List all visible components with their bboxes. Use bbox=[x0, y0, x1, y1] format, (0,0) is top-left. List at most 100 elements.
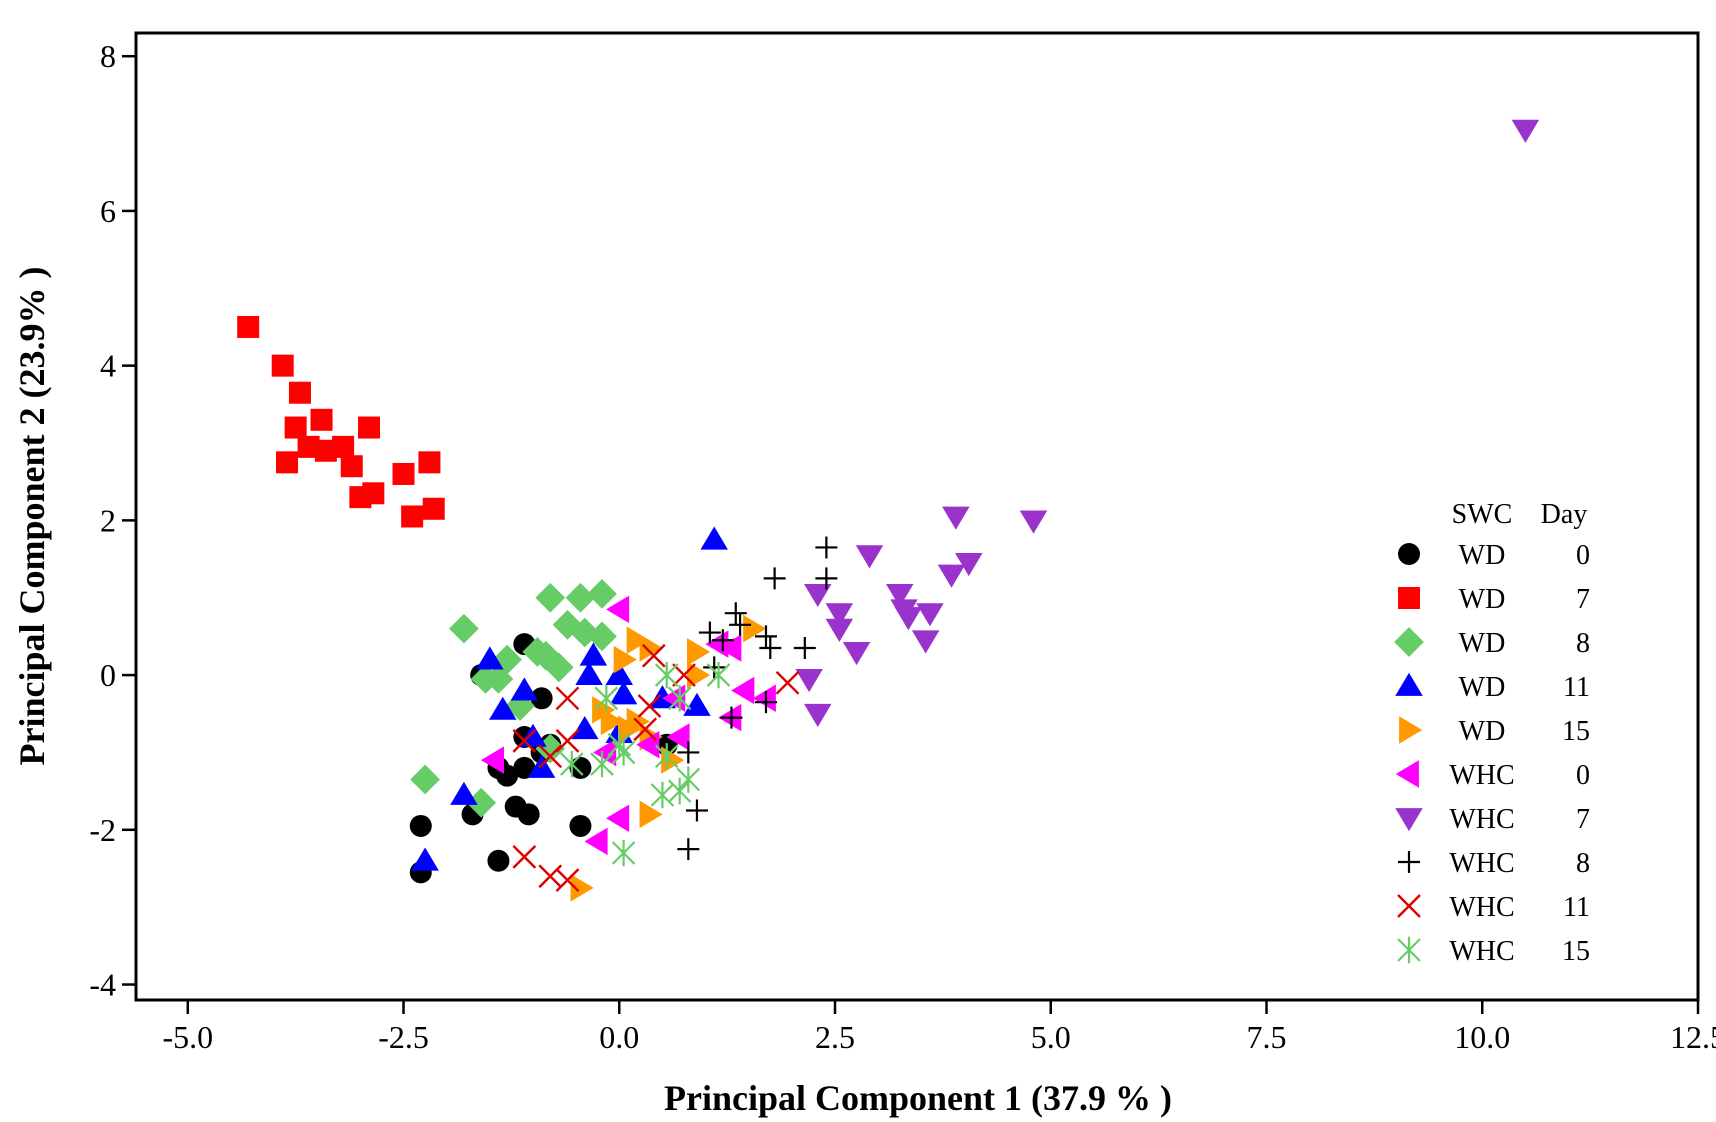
data-point bbox=[724, 602, 747, 625]
legend-swc: WHC bbox=[1449, 892, 1514, 923]
data-point bbox=[237, 315, 260, 338]
data-point bbox=[685, 799, 708, 822]
legend-swc: WD bbox=[1459, 628, 1506, 659]
data-point bbox=[288, 381, 311, 404]
data-point bbox=[476, 646, 504, 670]
y-tick-label: 4 bbox=[100, 348, 116, 384]
legend-swc: WHC bbox=[1449, 760, 1514, 791]
legend-entry: WD 7 bbox=[1398, 584, 1590, 615]
data-point bbox=[654, 743, 679, 770]
series-whc-day-7 bbox=[795, 119, 1540, 727]
data-point bbox=[763, 567, 786, 590]
data-point bbox=[314, 439, 337, 462]
data-point bbox=[489, 696, 517, 720]
legend-entry: WHC 7 bbox=[1395, 804, 1590, 835]
legend-day: 11 bbox=[1563, 892, 1590, 923]
legend-day: 8 bbox=[1576, 848, 1590, 879]
data-point bbox=[700, 526, 728, 550]
data-point bbox=[711, 629, 734, 652]
data-point bbox=[894, 607, 923, 631]
data-point bbox=[641, 643, 666, 668]
data-point bbox=[409, 814, 432, 837]
data-point bbox=[392, 462, 415, 485]
legend-day: 7 bbox=[1576, 584, 1590, 615]
data-point bbox=[607, 731, 632, 758]
legend-marker bbox=[1397, 894, 1421, 918]
data-point bbox=[449, 613, 479, 644]
data-point bbox=[618, 715, 642, 743]
data-point bbox=[720, 706, 743, 729]
data-point bbox=[544, 652, 574, 683]
data-point bbox=[569, 814, 592, 837]
data-point bbox=[575, 661, 603, 685]
x-tick-label: 2.5 bbox=[815, 1019, 855, 1055]
data-point bbox=[754, 625, 777, 648]
legend: SWC Day WD 0 WD 7 WD 8 WD 11 WD 15 WHC 0 WHC 7 WHC 8 WHC 11… bbox=[1394, 499, 1590, 967]
data-point bbox=[569, 617, 600, 648]
data-point bbox=[584, 827, 608, 856]
data-point bbox=[626, 626, 650, 655]
legend-swc: WHC bbox=[1449, 804, 1514, 835]
data-point bbox=[795, 669, 823, 693]
data-point bbox=[297, 435, 320, 458]
data-point bbox=[340, 455, 363, 478]
data-point bbox=[522, 637, 553, 667]
data-point bbox=[552, 609, 583, 640]
data-point bbox=[535, 582, 566, 613]
data-point bbox=[955, 553, 983, 577]
data-point bbox=[703, 656, 726, 679]
data-point bbox=[535, 733, 566, 764]
data-point bbox=[1511, 119, 1540, 143]
data-point bbox=[752, 684, 776, 713]
legend-entry: WD 11 bbox=[1395, 672, 1590, 703]
data-point bbox=[639, 800, 663, 829]
legend-entry: WD 15 bbox=[1399, 716, 1590, 747]
data-point bbox=[611, 839, 636, 867]
data-point bbox=[410, 764, 440, 795]
data-point bbox=[310, 408, 333, 431]
data-point bbox=[687, 638, 711, 666]
y-tick-label: -4 bbox=[89, 967, 116, 1003]
data-point bbox=[611, 739, 636, 766]
axis-ticks: -5.0 -2.5 0.0 2.5 5.0 7.5 10.0 12.5 -4 -2 0 2 4 6 8 bbox=[89, 38, 1716, 1055]
data-point bbox=[555, 686, 580, 711]
series-whc-day-15 bbox=[560, 661, 731, 867]
data-point bbox=[466, 787, 497, 818]
x-tick-label: -5.0 bbox=[162, 1019, 213, 1055]
legend-marker bbox=[1395, 808, 1423, 832]
legend-marker bbox=[1395, 760, 1419, 788]
data-point bbox=[825, 618, 854, 642]
data-point bbox=[804, 583, 832, 608]
data-point bbox=[606, 595, 630, 624]
x-tick-label: 7.5 bbox=[1247, 1019, 1287, 1055]
legend-day: 11 bbox=[1563, 672, 1590, 703]
data-point bbox=[600, 707, 624, 736]
y-tick-label: 8 bbox=[100, 38, 116, 74]
data-point bbox=[731, 676, 755, 705]
legend-entry: WHC 15 bbox=[1397, 936, 1590, 967]
data-point bbox=[759, 637, 782, 660]
legend-swc: WHC bbox=[1449, 936, 1514, 967]
data-point bbox=[654, 661, 679, 689]
data-point bbox=[825, 603, 854, 627]
data-point bbox=[633, 717, 658, 742]
data-point bbox=[401, 505, 424, 528]
data-point bbox=[916, 603, 944, 627]
data-point bbox=[332, 435, 355, 458]
legend-swc: WHC bbox=[1449, 848, 1514, 879]
series-wd-day-8 bbox=[410, 579, 617, 818]
data-point bbox=[512, 728, 537, 753]
data-point bbox=[705, 630, 729, 658]
data-point bbox=[594, 685, 619, 712]
data-point bbox=[613, 645, 637, 674]
data-point bbox=[276, 451, 299, 474]
data-point bbox=[606, 804, 630, 832]
data-point bbox=[942, 506, 970, 530]
legend-day: 15 bbox=[1562, 716, 1590, 747]
data-point bbox=[842, 641, 871, 666]
legend-entry: WD 8 bbox=[1394, 627, 1590, 659]
legend-marker bbox=[1395, 672, 1423, 696]
legend-header-day: Day bbox=[1541, 499, 1588, 530]
data-point bbox=[570, 874, 594, 902]
